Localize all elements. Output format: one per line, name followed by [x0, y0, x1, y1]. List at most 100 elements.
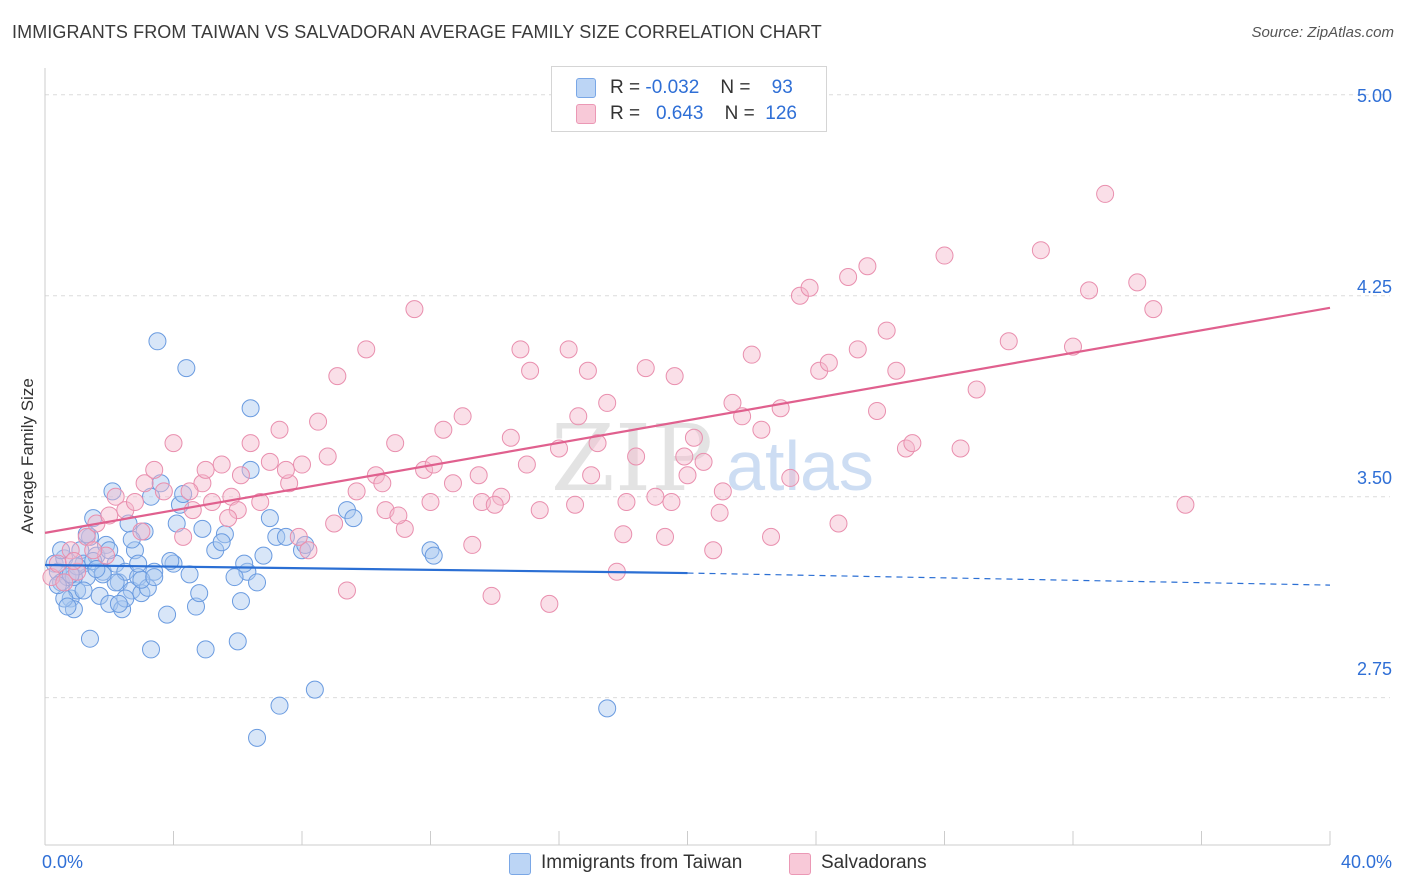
taiwan-point [109, 594, 128, 613]
salvadoran-point [337, 581, 356, 600]
salvadoran-point [293, 455, 311, 474]
salvadoran-point [48, 554, 67, 573]
salvadoran-point [485, 495, 504, 514]
salvadoran-point [800, 278, 819, 297]
legend-r-label: R = [610, 77, 641, 98]
salvadoran-point [569, 407, 588, 426]
salvadoran-point [762, 527, 781, 546]
salvadoran-point [145, 460, 164, 479]
taiwan-point [241, 460, 260, 479]
taiwan-point [148, 332, 167, 351]
salvadoran-point [135, 474, 154, 493]
legend-n-value: 126 [765, 103, 797, 124]
taiwan-point [225, 568, 244, 587]
salvadoran-point [511, 340, 530, 359]
salvadoran-point [710, 503, 729, 522]
legend-n-label: N = [720, 77, 751, 98]
taiwan-point [68, 581, 87, 600]
taiwan-point [344, 509, 363, 528]
salvadoran-point [598, 393, 617, 412]
salvadoran-point [289, 527, 308, 546]
salvadoran-point [482, 586, 501, 605]
salvadoran-point [742, 345, 761, 364]
salvadoran-point [154, 482, 173, 501]
salvadoran-point [675, 447, 694, 466]
taiwan-trend-line [44, 563, 688, 575]
salvadoran-point [1064, 337, 1082, 356]
salvadoran-point [501, 428, 520, 447]
taiwan-point [424, 546, 443, 565]
salvadoran-point [559, 340, 578, 359]
taiwan-point [270, 696, 289, 715]
salvadoran-point [183, 501, 202, 520]
taiwan-point [293, 541, 311, 560]
y-tick-label: 4.25 [1356, 277, 1392, 297]
taiwan-point [74, 581, 93, 600]
salvadoran-point [517, 455, 536, 474]
taiwan-point [598, 699, 617, 718]
salvadoran-point [713, 482, 732, 501]
salvadoran-point [386, 434, 405, 453]
salvadoran-point [106, 487, 125, 506]
taiwan-point [142, 640, 161, 659]
salvadoran-trend-line [44, 306, 1331, 534]
taiwan-point [158, 605, 177, 624]
taiwan-point [193, 519, 212, 538]
salvadoran-point [967, 380, 986, 399]
salvadoran-point [877, 321, 896, 340]
source-label: Source: ZipAtlas.com [1251, 24, 1394, 41]
salvadoran-point [132, 522, 151, 541]
salvadoran-point [704, 541, 723, 560]
taiwan-point [231, 592, 250, 611]
salvadoran-point [578, 361, 597, 380]
legend-swatch-salvadoran [576, 104, 596, 124]
legend-n-value: 93 [771, 77, 793, 98]
taiwan-point [276, 527, 295, 546]
taiwan-point [180, 565, 199, 584]
taiwan-point [106, 573, 125, 592]
salvadoran-point [219, 509, 238, 528]
salvadoran-point [270, 420, 289, 439]
salvadoran-point [180, 482, 199, 501]
salvadoran-point [662, 493, 681, 512]
salvadoran-point [617, 493, 636, 512]
salvadoran-point [951, 439, 970, 458]
salvadoran-point [241, 434, 260, 453]
salvadoran-point [125, 493, 144, 512]
bottom-legend-swatch-salvadoran [789, 853, 811, 875]
salvadoran-point [251, 493, 270, 512]
salvadoran-point [1128, 273, 1147, 292]
salvadoran-point [443, 474, 462, 493]
legend-n-label: N = [724, 103, 755, 124]
salvadoran-point [627, 447, 646, 466]
x-tick-label-min: 0.0% [42, 852, 84, 872]
taiwan-point [235, 554, 254, 573]
salvadoran-point [614, 525, 633, 544]
salvadoran-point [868, 401, 887, 420]
salvadoran-point [280, 474, 299, 493]
salvadoran-point [276, 460, 295, 479]
salvadoran-point [469, 466, 488, 485]
salvadoran-point [684, 428, 703, 447]
salvadoran-point [84, 541, 103, 560]
salvadoran-point [196, 460, 215, 479]
taiwan-point [58, 597, 77, 616]
salvadoran-point [68, 562, 87, 581]
legend-r-value: 0.643 [655, 103, 704, 124]
salvadoran-point [1096, 184, 1115, 203]
salvadoran-point [656, 527, 675, 546]
x-tick-label-max: 40.0% [1340, 852, 1392, 872]
salvadoran-point [752, 420, 771, 439]
y-tick-label: 3.50 [1356, 468, 1392, 488]
taiwan-point [84, 509, 103, 528]
salvadoran-point [903, 434, 922, 453]
salvadoran-point [100, 506, 119, 525]
taiwan-point [305, 680, 324, 699]
salvadoran-point [373, 474, 392, 493]
taiwan-point [52, 541, 71, 560]
taiwan-trend-extension [687, 572, 1331, 586]
salvadoran-point [1031, 241, 1050, 260]
taiwan-point [103, 482, 122, 501]
taiwan-point [196, 640, 215, 659]
